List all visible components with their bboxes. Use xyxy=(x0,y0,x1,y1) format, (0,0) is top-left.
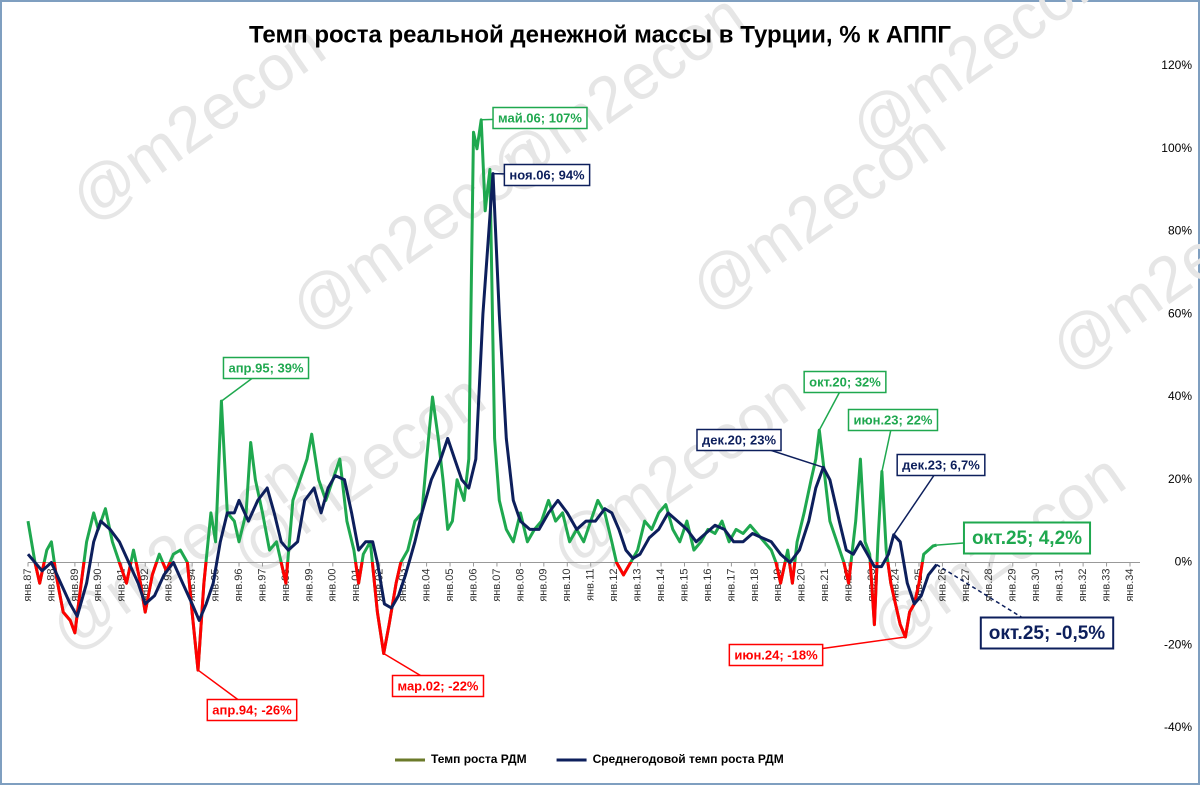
x-tick-label: янв.97 xyxy=(256,569,268,602)
y-tick-label: -40% xyxy=(1164,720,1192,734)
series-line xyxy=(26,172,938,622)
annotation-label: ноя.06; 94% xyxy=(509,167,585,182)
y-tick-label: 0% xyxy=(1175,555,1193,569)
annotation-box xyxy=(962,521,1092,555)
x-tick-label: янв.31 xyxy=(1054,569,1066,602)
x-tick-label: янв.98 xyxy=(280,569,292,602)
annotation-box xyxy=(206,698,298,722)
annotation-label: окт.25; 4,2% xyxy=(972,528,1082,549)
x-tick-label: янв.00 xyxy=(327,569,339,602)
y-tick-label: 120% xyxy=(1161,58,1192,72)
x-tick-label: янв.89 xyxy=(69,569,81,602)
legend-label: Темп роста РДМ xyxy=(431,752,527,766)
annotation-label: дек.23; 6,7% xyxy=(902,457,980,472)
x-tick-label: янв.09 xyxy=(538,569,550,602)
x-tick-label: янв.30 xyxy=(1030,569,1042,602)
x-tick-label: янв.33 xyxy=(1100,569,1112,602)
annotation-box xyxy=(492,106,588,130)
y-tick-label: 60% xyxy=(1168,306,1192,320)
x-tick-label: янв.28 xyxy=(983,569,995,602)
x-tick-label: янв.07 xyxy=(491,569,503,602)
x-tick-label: янв.15 xyxy=(678,569,690,602)
x-tick-label: янв.04 xyxy=(421,569,433,602)
series-line-negative xyxy=(33,562,924,672)
x-tick-label: янв.20 xyxy=(796,569,808,602)
x-tick-label: янв.29 xyxy=(1007,568,1019,601)
annotation-box xyxy=(847,408,939,432)
y-tick-label: 80% xyxy=(1168,224,1192,238)
annotation-box xyxy=(896,453,986,477)
annotation-box xyxy=(803,370,887,394)
annotation-label: окт.20; 32% xyxy=(809,374,881,389)
x-tick-label: янв.17 xyxy=(725,569,737,602)
x-tick-label: янв.93 xyxy=(163,569,175,602)
y-tick-label: 20% xyxy=(1168,472,1192,486)
y-tick-label: -20% xyxy=(1164,637,1192,651)
x-tick-label: янв.99 xyxy=(303,569,315,602)
x-tick-label: янв.08 xyxy=(514,569,526,602)
x-tick-label: янв.22 xyxy=(843,569,855,602)
x-tick-label: янв.05 xyxy=(444,569,456,602)
x-tick-label: янв.90 xyxy=(92,569,104,602)
y-tick-label: 40% xyxy=(1168,389,1192,403)
annotation-label: дек.20; 23% xyxy=(702,432,776,447)
x-tick-label: янв.26 xyxy=(936,569,948,602)
x-tick-label: янв.95 xyxy=(209,569,221,602)
x-tick-label: янв.10 xyxy=(561,569,573,602)
annotation-box xyxy=(503,163,591,187)
x-tick-label: янв.06 xyxy=(467,569,479,602)
x-tick-label: янв.88 xyxy=(45,569,57,602)
annotation-label: июн.24; -18% xyxy=(734,647,818,662)
x-tick-label: янв.13 xyxy=(632,569,644,602)
annotation-label: апр.95; 39% xyxy=(228,360,303,375)
x-tick-label: янв.12 xyxy=(608,569,620,602)
annotation-label: июн.23; 22% xyxy=(854,412,933,427)
x-tick-label: янв.27 xyxy=(960,569,972,602)
annotation-label: май.06; 107% xyxy=(498,110,582,125)
annotation-label: мар.02; -22% xyxy=(398,678,479,693)
x-tick-label: янв.34 xyxy=(1124,569,1136,602)
x-tick-label: янв.16 xyxy=(702,569,714,602)
x-tick-label: янв.21 xyxy=(819,569,831,602)
annotation-box xyxy=(728,643,824,667)
legend-label: Среднегодовой темп роста РДМ xyxy=(593,752,784,766)
x-tick-label: янв.32 xyxy=(1077,569,1089,602)
y-tick-label: 100% xyxy=(1161,141,1192,155)
annotation-box xyxy=(979,616,1115,650)
x-tick-label: янв.18 xyxy=(749,569,761,602)
annotation-label: окт.25; -0,5% xyxy=(989,623,1106,644)
annotation-box xyxy=(696,428,782,452)
annotation-box xyxy=(222,356,310,380)
x-tick-label: янв.96 xyxy=(233,569,245,602)
annotation-label: апр.94; -26% xyxy=(212,702,292,717)
chart-title: Темп роста реальной денежной массы в Тур… xyxy=(249,21,951,48)
annotation-box xyxy=(391,674,485,698)
x-tick-label: янв.11 xyxy=(585,569,597,601)
x-tick-label: янв.87 xyxy=(22,569,34,602)
x-tick-label: янв.14 xyxy=(655,569,667,602)
annotation-leader xyxy=(893,464,942,536)
